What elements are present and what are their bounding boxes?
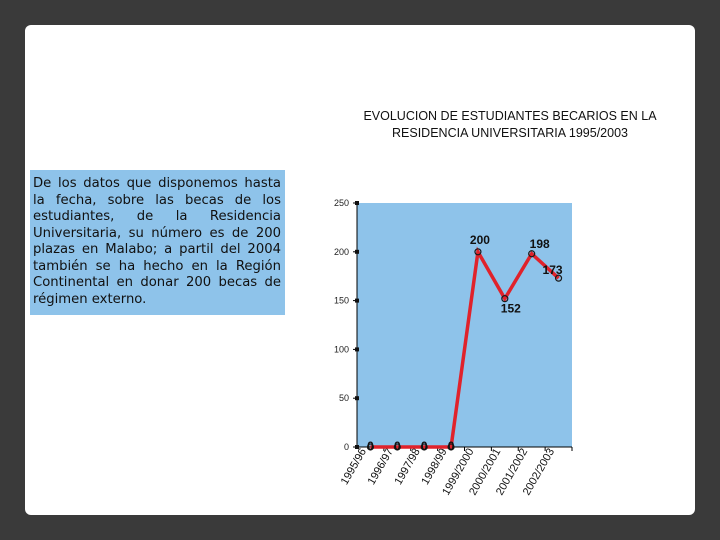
chart-title: EVOLUCION DE ESTUDIANTES BECARIOS EN LA … <box>363 109 657 140</box>
y-tick-label: 150 <box>334 296 349 306</box>
data-label: 200 <box>470 233 490 247</box>
slide: EVOLUCION DE ESTUDIANTES BECARIOS EN LA … <box>25 25 695 515</box>
description-text: De los datos que disponemos hasta la fec… <box>30 170 285 315</box>
y-tick-label: 50 <box>339 393 349 403</box>
y-tick-label: 200 <box>334 247 349 257</box>
data-point <box>420 443 428 451</box>
data-label: 152 <box>501 302 521 316</box>
data-point <box>501 295 509 303</box>
chart-svg: 0501001502002501995/961996/971997/981998… <box>334 198 573 498</box>
data-label: 0 <box>394 439 401 453</box>
data-point <box>474 248 482 256</box>
y-tick-label: 0 <box>344 442 349 452</box>
data-point <box>447 443 455 451</box>
y-tick-label: 100 <box>334 344 349 354</box>
y-tick-dot <box>355 249 359 254</box>
data-label: 0 <box>448 439 455 453</box>
x-tick-label: 1995/96 <box>339 447 369 487</box>
data-point <box>554 274 563 282</box>
y-tick-dot <box>355 298 359 303</box>
y-tick-dot <box>355 201 359 205</box>
data-label: 0 <box>421 439 428 453</box>
data-label: 198 <box>530 237 550 251</box>
data-point <box>366 443 375 451</box>
y-tick-dot <box>355 347 359 352</box>
y-tick-dot <box>355 396 359 401</box>
y-tick-label: 250 <box>334 198 349 208</box>
data-point <box>528 250 536 258</box>
data-point <box>393 443 401 451</box>
plot-area <box>357 203 572 447</box>
series-line <box>370 246 560 449</box>
data-label: 173 <box>543 263 563 277</box>
line-chart: 0 50 100 150 200 250 1995/96 1996/97 1997/98 1998… <box>325 170 595 500</box>
data-label: 0 <box>367 439 374 453</box>
y-tick-dot <box>355 445 359 449</box>
